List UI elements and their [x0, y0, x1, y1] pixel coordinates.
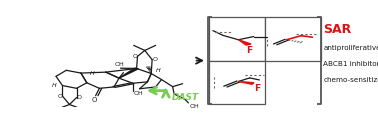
FancyBboxPatch shape — [209, 61, 265, 104]
Text: OH: OH — [134, 91, 144, 96]
Polygon shape — [119, 68, 138, 78]
Polygon shape — [239, 81, 254, 84]
Text: OH: OH — [114, 62, 124, 67]
Text: ABCB1 inhibitor: ABCB1 inhibitor — [323, 61, 378, 67]
Text: DAST: DAST — [172, 93, 199, 102]
Text: O: O — [152, 57, 157, 62]
Text: O: O — [57, 94, 62, 99]
Text: H: H — [156, 68, 161, 73]
Text: F: F — [246, 46, 252, 55]
Text: OH: OH — [189, 104, 199, 109]
Text: F: F — [254, 84, 260, 93]
Text: antiproliferative: antiproliferative — [323, 45, 378, 51]
FancyBboxPatch shape — [209, 17, 265, 61]
Text: H: H — [90, 71, 95, 76]
Text: O: O — [91, 97, 97, 103]
Text: chemo-sensitizer: chemo-sensitizer — [323, 77, 378, 83]
Text: H: H — [52, 83, 57, 88]
Text: O: O — [132, 54, 138, 59]
Polygon shape — [239, 40, 251, 45]
Text: SAR: SAR — [323, 23, 352, 36]
Text: O: O — [76, 95, 82, 100]
FancyBboxPatch shape — [265, 17, 321, 61]
